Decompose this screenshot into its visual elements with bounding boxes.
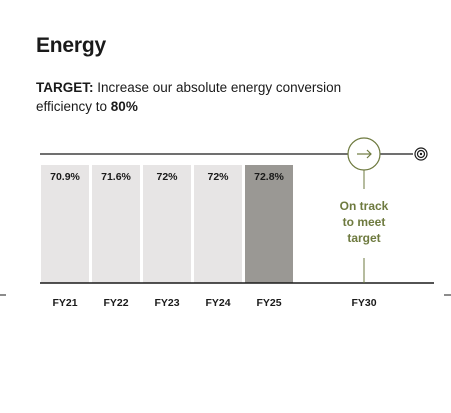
tick-label-fy21: FY21	[52, 297, 77, 309]
tick-label-fy23: FY23	[154, 297, 179, 309]
bar-value-label-fy23: 72%	[156, 171, 178, 183]
bar-value-label-fy21: 70.9%	[50, 171, 80, 183]
page-title: Energy	[36, 34, 106, 57]
target-statement: TARGET: Increase our absolute energy con…	[36, 78, 396, 116]
target-text: Increase our absolute energy conversion …	[36, 80, 342, 114]
tick-label-fy22: FY22	[103, 297, 128, 309]
target-value: 80%	[110, 99, 138, 114]
arrow-right-icon	[357, 149, 372, 159]
tick-label-fy24: FY24	[205, 297, 230, 309]
annotation-line-3: target	[347, 231, 380, 245]
target-label: TARGET:	[36, 80, 94, 95]
tick-label-fy30: FY30	[351, 297, 376, 309]
annotation-line-1: On track	[340, 199, 389, 213]
bar-value-label-fy24: 72%	[207, 171, 229, 183]
bars-group: 70.9% 71.6% 72% 72% 72.8%	[41, 165, 293, 283]
annotation-line-2: to meet	[343, 215, 386, 229]
bar-fy24	[194, 165, 242, 283]
tick-label-fy25: FY25	[256, 297, 281, 309]
target-icon	[414, 147, 428, 161]
bar-value-label-fy25: 72.8%	[254, 171, 284, 183]
bar-fy25	[245, 165, 293, 283]
tick-labels-group: FY21 FY22 FY23 FY24 FY25 FY30	[52, 297, 376, 309]
bar-fy22	[92, 165, 140, 283]
bar-fy21	[41, 165, 89, 283]
bar-value-label-fy22: 71.6%	[101, 171, 131, 183]
bar-fy23	[143, 165, 191, 283]
